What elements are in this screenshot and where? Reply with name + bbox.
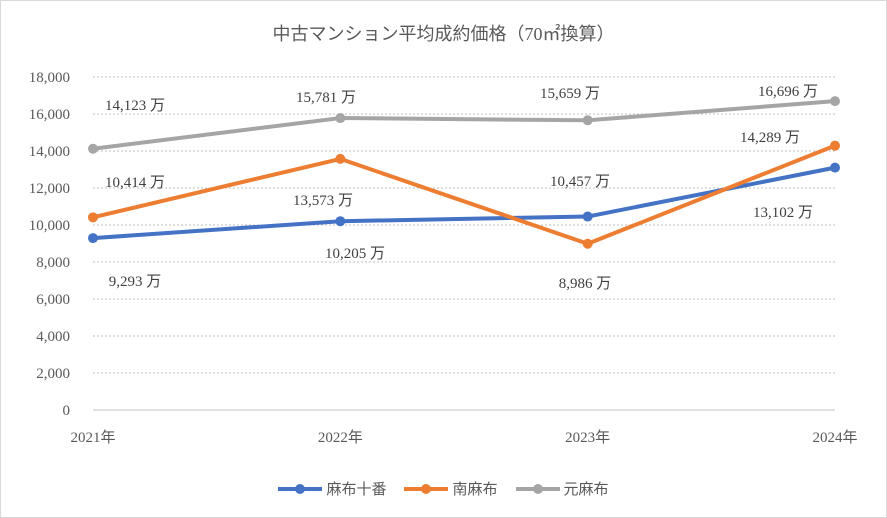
- legend-marker-icon: [404, 483, 449, 494]
- y-tick-label: 8,000: [36, 255, 70, 271]
- legend-item: 南麻布: [404, 478, 498, 499]
- data-point: [830, 140, 840, 151]
- x-tick-label: 2023年: [565, 429, 610, 446]
- data-label: 10,457 万: [550, 174, 610, 190]
- data-label: 13,102 万: [753, 205, 813, 221]
- y-tick-label: 18,000: [29, 70, 70, 86]
- data-point: [88, 143, 98, 154]
- data-label: 8,986 万: [559, 276, 612, 292]
- y-tick-label: 10,000: [29, 218, 70, 234]
- legend-item: 元麻布: [515, 478, 609, 499]
- data-point: [830, 96, 840, 107]
- data-label: 15,659 万: [540, 86, 600, 102]
- series-line-南麻布: [92, 143, 836, 246]
- data-label: 9,293 万: [109, 274, 162, 290]
- x-tick-label: 2024年: [812, 429, 857, 446]
- y-tick-label: 14,000: [29, 144, 70, 160]
- series-line-麻布十番: [92, 165, 836, 241]
- data-label: 14,289 万: [740, 130, 800, 146]
- legend-marker-icon: [278, 483, 323, 494]
- x-tick-label: 2021年: [70, 429, 115, 446]
- data-point: [830, 162, 840, 173]
- data-label: 16,696 万: [758, 84, 818, 100]
- y-tick-label: 16,000: [29, 107, 70, 123]
- y-tick-label: 6,000: [36, 292, 70, 308]
- legend-item: 麻布十番: [278, 478, 386, 499]
- legend-label: 元麻布: [563, 482, 609, 498]
- legend-label: 麻布十番: [326, 482, 387, 498]
- data-point: [335, 113, 346, 124]
- data-label: 10,414 万: [105, 175, 165, 191]
- chart-title: 中古マンション平均成約価格（70㎡換算）: [272, 24, 615, 44]
- legend-label: 南麻布: [452, 482, 498, 498]
- data-point: [582, 115, 593, 126]
- data-label: 15,781 万: [296, 90, 356, 106]
- y-tick-label: 0: [63, 403, 71, 419]
- series-line-元麻布: [92, 99, 836, 151]
- y-tick-label: 4,000: [36, 329, 70, 345]
- data-point: [88, 212, 98, 223]
- data-label: 13,573 万: [293, 193, 353, 209]
- data-point: [88, 233, 98, 244]
- legend: 麻布十番 南麻布 元麻布: [0, 478, 887, 499]
- y-tick-label: 2,000: [36, 366, 70, 382]
- data-label: 14,123 万: [105, 98, 165, 114]
- data-point: [582, 211, 593, 222]
- y-tick-label: 12,000: [29, 181, 70, 197]
- data-point: [582, 238, 593, 249]
- x-tick-label: 2022年: [318, 429, 363, 446]
- data-point: [335, 216, 346, 227]
- data-point: [335, 153, 346, 164]
- data-label: 10,205 万: [325, 246, 385, 262]
- legend-marker-icon: [515, 483, 560, 494]
